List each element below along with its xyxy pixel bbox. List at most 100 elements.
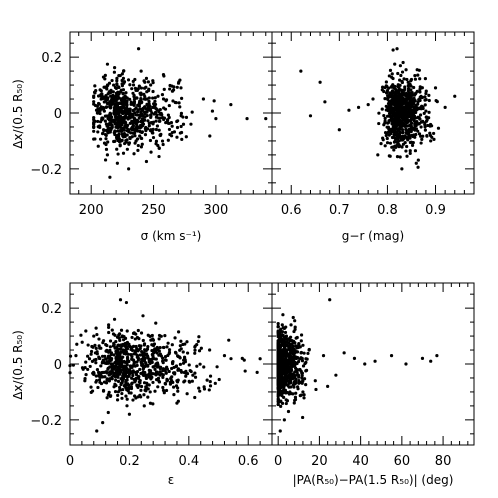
data-point (148, 360, 152, 365)
data-point (160, 139, 165, 143)
data-point (286, 354, 290, 358)
data-point (314, 387, 318, 392)
data-point (136, 376, 141, 381)
data-point (113, 66, 117, 70)
data-point (208, 384, 213, 388)
data-point (299, 339, 303, 343)
data-point (404, 103, 408, 107)
data-point (132, 102, 136, 106)
data-point (139, 331, 144, 335)
data-point (409, 79, 413, 83)
data-point (139, 86, 144, 90)
data-point (134, 372, 138, 376)
data-point (94, 361, 98, 365)
data-point (148, 390, 152, 394)
data-point (215, 365, 219, 369)
data-point (302, 393, 306, 397)
data-point (390, 135, 395, 140)
data-point (124, 100, 128, 104)
data-point (125, 378, 129, 382)
data-point (278, 383, 283, 388)
data-point (190, 379, 194, 383)
data-point (408, 82, 412, 86)
data-point (68, 364, 72, 368)
data-point (279, 366, 283, 370)
data-point (413, 77, 418, 81)
data-point (170, 375, 174, 379)
data-point (104, 370, 108, 374)
data-point (156, 94, 160, 98)
y-axis-label: Δx/(0.5 R₅₀) (11, 79, 25, 149)
data-point (207, 388, 211, 392)
data-point (392, 140, 397, 144)
data-point (397, 142, 401, 147)
data-point (124, 106, 128, 110)
data-point (408, 102, 412, 106)
data-point (116, 152, 120, 156)
data-point (123, 370, 127, 374)
data-point (294, 344, 298, 348)
data-point (113, 132, 117, 137)
data-point (276, 400, 280, 404)
data-point (103, 73, 107, 77)
data-point (283, 330, 288, 335)
data-point (284, 358, 289, 362)
data-point (276, 330, 280, 335)
data-point (99, 364, 103, 368)
data-point (108, 106, 113, 110)
data-point (127, 391, 131, 395)
data-point (143, 94, 147, 99)
data-point (286, 368, 290, 373)
data-point (110, 365, 114, 369)
data-point (118, 338, 122, 342)
data-point (125, 147, 129, 151)
data-point (102, 109, 106, 113)
data-point (301, 379, 305, 383)
data-point (147, 121, 151, 125)
data-point (278, 429, 282, 433)
data-point (394, 137, 398, 141)
data-point (337, 128, 341, 132)
data-point (146, 106, 150, 110)
data-point (208, 380, 212, 384)
data-point (116, 94, 120, 98)
data-point (412, 96, 416, 101)
data-point (121, 91, 125, 96)
data-point (141, 370, 145, 374)
data-point (410, 117, 414, 121)
data-point (114, 115, 118, 119)
data-point (412, 108, 416, 112)
data-point (130, 87, 134, 91)
data-point (413, 149, 418, 153)
data-point (156, 362, 160, 367)
data-point (436, 126, 441, 130)
data-point (176, 368, 180, 372)
data-point (388, 68, 393, 72)
data-point (289, 385, 293, 389)
data-point (178, 131, 182, 135)
data-point (276, 402, 280, 407)
data-point (277, 335, 281, 340)
data-point (178, 348, 182, 352)
data-point (416, 165, 420, 169)
data-point (98, 111, 102, 116)
data-point (284, 380, 288, 384)
data-point (386, 121, 390, 125)
panel-frame (271, 282, 475, 446)
data-point (279, 327, 283, 331)
data-point (106, 393, 110, 397)
data-point (291, 392, 295, 396)
data-point (117, 73, 121, 78)
data-point (258, 357, 262, 361)
data-point (175, 85, 179, 89)
data-point (157, 349, 161, 353)
data-point (125, 346, 129, 351)
data-point (120, 72, 124, 76)
x-axis-label: |PA(R₅₀)−PA(1.5 R₅₀)| (deg) (293, 473, 454, 487)
data-point (382, 89, 386, 94)
data-point (202, 385, 206, 389)
data-point (143, 97, 148, 101)
data-point (108, 365, 112, 369)
data-point (90, 389, 95, 393)
data-point (300, 371, 304, 375)
